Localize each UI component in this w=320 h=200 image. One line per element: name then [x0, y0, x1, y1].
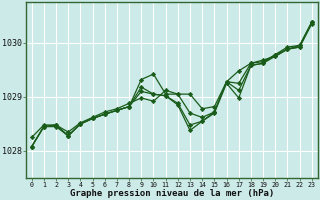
X-axis label: Graphe pression niveau de la mer (hPa): Graphe pression niveau de la mer (hPa): [70, 189, 274, 198]
